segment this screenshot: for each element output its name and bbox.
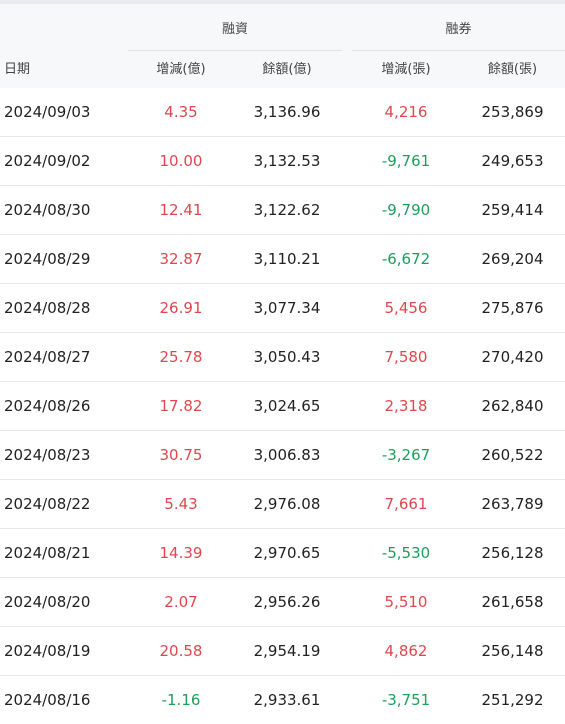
short-change-cell: -5,530 — [381, 544, 431, 562]
short-balance-cell: 275,876 — [481, 299, 544, 317]
date-cell: 2024/08/16 — [4, 691, 91, 709]
margin-balance-cell: 2,976.08 — [253, 495, 321, 513]
table-row: 2024/08/28 26.91 3,077.34 5,456 275,876 — [0, 284, 565, 333]
table-row: 2024/08/30 12.41 3,122.62 -9,790 259,414 — [0, 186, 565, 235]
table-row: 2024/08/29 32.87 3,110.21 -6,672 269,204 — [0, 235, 565, 284]
short-balance-cell: 269,204 — [481, 250, 544, 268]
margin-balance-cell: 3,132.53 — [253, 152, 321, 170]
margin-change-cell: 2.07 — [164, 593, 198, 611]
date-cell: 2024/08/30 — [4, 201, 91, 219]
short-balance-cell: 270,420 — [481, 348, 544, 366]
table-header: 融資 融券 日期 增減(億) 餘額(億) 增減(張) 餘額(張) — [0, 4, 565, 88]
short-balance-cell: 249,653 — [481, 152, 544, 170]
short-change-cell: 4,862 — [384, 642, 428, 660]
table-row: 2024/08/26 17.82 3,024.65 2,318 262,840 — [0, 382, 565, 431]
margin-balance-cell: 2,970.65 — [253, 544, 321, 562]
margin-change-cell: 12.41 — [159, 201, 203, 219]
short-change-cell: 5,456 — [384, 299, 428, 317]
margin-change-cell: 30.75 — [159, 446, 203, 464]
date-cell: 2024/08/27 — [4, 348, 91, 366]
table-row: 2024/09/02 10.00 3,132.53 -9,761 249,653 — [0, 137, 565, 186]
date-cell: 2024/08/19 — [4, 642, 91, 660]
margin-balance-cell: 3,136.96 — [253, 103, 321, 121]
margin-balance-cell: 3,024.65 — [253, 397, 321, 415]
margin-balance-cell: 2,933.61 — [253, 691, 321, 709]
margin-change-cell: 26.91 — [159, 299, 203, 317]
date-cell: 2024/08/23 — [4, 446, 91, 464]
margin-balance-cell: 2,956.26 — [253, 593, 321, 611]
margin-group-label: 融資 — [221, 22, 248, 37]
short-balance-column-header[interactable]: 餘額(張) — [487, 62, 538, 77]
margin-balance-cell: 3,110.21 — [253, 250, 321, 268]
margin-group-header: 融資 — [128, 4, 342, 51]
short-balance-cell: 251,292 — [481, 691, 544, 709]
table-row: 2024/08/20 2.07 2,956.26 5,510 261,658 — [0, 578, 565, 627]
date-column-header[interactable]: 日期 — [4, 62, 31, 77]
short-change-cell: 7,580 — [384, 348, 428, 366]
margin-balance-cell: 2,954.19 — [253, 642, 321, 660]
short-change-cell: -9,761 — [381, 152, 431, 170]
short-balance-cell: 263,789 — [481, 495, 544, 513]
short-change-cell: -3,267 — [381, 446, 431, 464]
short-balance-cell: 256,128 — [481, 544, 544, 562]
margin-change-cell: 10.00 — [159, 152, 203, 170]
table-row: 2024/08/22 5.43 2,976.08 7,661 263,789 — [0, 480, 565, 529]
short-group-divider — [352, 50, 565, 51]
date-cell: 2024/09/02 — [4, 152, 91, 170]
table-body: 2024/09/03 4.35 3,136.96 4,216 253,869 2… — [0, 88, 565, 724]
short-balance-cell: 256,148 — [481, 642, 544, 660]
date-cell: 2024/08/20 — [4, 593, 91, 611]
table-row: 2024/08/19 20.58 2,954.19 4,862 256,148 — [0, 627, 565, 676]
date-cell: 2024/08/22 — [4, 495, 91, 513]
short-change-cell: 4,216 — [384, 103, 428, 121]
short-change-cell: -6,672 — [381, 250, 431, 268]
short-group-label: 融券 — [445, 22, 472, 37]
margin-change-cell: 17.82 — [159, 397, 203, 415]
margin-change-cell: 14.39 — [159, 544, 203, 562]
short-change-cell: 7,661 — [384, 495, 428, 513]
short-balance-cell: 260,522 — [481, 446, 544, 464]
table-row: 2024/09/03 4.35 3,136.96 4,216 253,869 — [0, 88, 565, 137]
short-balance-cell: 262,840 — [481, 397, 544, 415]
top-border — [0, 0, 565, 4]
short-group-header: 融券 — [352, 4, 565, 51]
short-balance-cell: 259,414 — [481, 201, 544, 219]
date-cell: 2024/08/28 — [4, 299, 91, 317]
short-change-cell: -3,751 — [381, 691, 431, 709]
margin-change-cell: 5.43 — [164, 495, 198, 513]
margin-change-cell: 32.87 — [159, 250, 203, 268]
table-row: 2024/08/16 -1.16 2,933.61 -3,751 251,292 — [0, 676, 565, 724]
date-cell: 2024/08/21 — [4, 544, 91, 562]
margin-change-cell: 4.35 — [164, 103, 198, 121]
margin-balance-cell: 3,077.34 — [253, 299, 321, 317]
short-change-column-header[interactable]: 增減(張) — [381, 62, 431, 77]
margin-balance-column-header[interactable]: 餘額(億) — [262, 62, 312, 77]
short-change-cell: 2,318 — [384, 397, 428, 415]
margin-change-cell: 20.58 — [159, 642, 203, 660]
margin-balance-cell: 3,006.83 — [253, 446, 321, 464]
table-row: 2024/08/23 30.75 3,006.83 -3,267 260,522 — [0, 431, 565, 480]
short-balance-cell: 253,869 — [481, 103, 544, 121]
short-change-cell: -9,790 — [381, 201, 431, 219]
margin-group-divider — [128, 50, 342, 51]
short-change-cell: 5,510 — [384, 593, 428, 611]
margin-balance-cell: 3,122.62 — [253, 201, 321, 219]
margin-change-column-header[interactable]: 增減(億) — [156, 62, 206, 77]
date-cell: 2024/09/03 — [4, 103, 91, 121]
date-cell: 2024/08/26 — [4, 397, 91, 415]
table-row: 2024/08/21 14.39 2,970.65 -5,530 256,128 — [0, 529, 565, 578]
short-balance-cell: 261,658 — [481, 593, 544, 611]
date-cell: 2024/08/29 — [4, 250, 91, 268]
margin-change-cell: 25.78 — [159, 348, 203, 366]
table-row: 2024/08/27 25.78 3,050.43 7,580 270,420 — [0, 333, 565, 382]
margin-change-cell: -1.16 — [161, 691, 201, 709]
margin-balance-cell: 3,050.43 — [253, 348, 321, 366]
